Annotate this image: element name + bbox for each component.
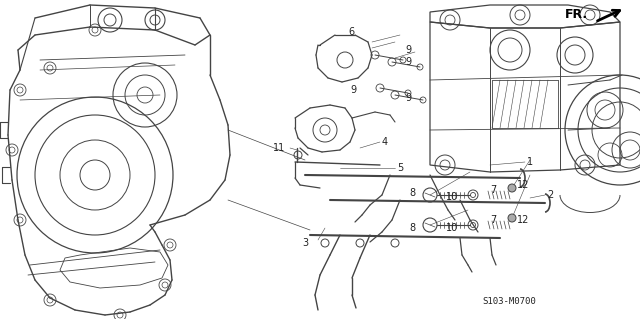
Text: 9: 9 (405, 45, 411, 55)
Text: 3: 3 (302, 238, 308, 248)
Text: 2: 2 (547, 190, 553, 200)
Text: 10: 10 (445, 223, 458, 233)
Text: 11: 11 (273, 143, 285, 153)
Text: 10: 10 (445, 192, 458, 202)
Text: 12: 12 (517, 215, 529, 225)
Text: 9: 9 (350, 85, 356, 95)
Text: 1: 1 (527, 157, 533, 167)
Text: 4: 4 (382, 137, 388, 147)
Circle shape (508, 214, 516, 222)
Text: S103-M0700: S103-M0700 (482, 297, 536, 306)
Text: 8: 8 (409, 188, 415, 198)
Text: 7: 7 (490, 185, 496, 195)
Text: 12: 12 (517, 180, 529, 190)
Text: 5: 5 (397, 163, 403, 173)
Text: 9: 9 (405, 93, 411, 103)
Text: FR.: FR. (565, 9, 588, 21)
Text: 7: 7 (490, 215, 496, 225)
Text: 8: 8 (409, 223, 415, 233)
Circle shape (508, 184, 516, 192)
Text: 9: 9 (405, 57, 411, 67)
Text: 6: 6 (348, 27, 354, 37)
